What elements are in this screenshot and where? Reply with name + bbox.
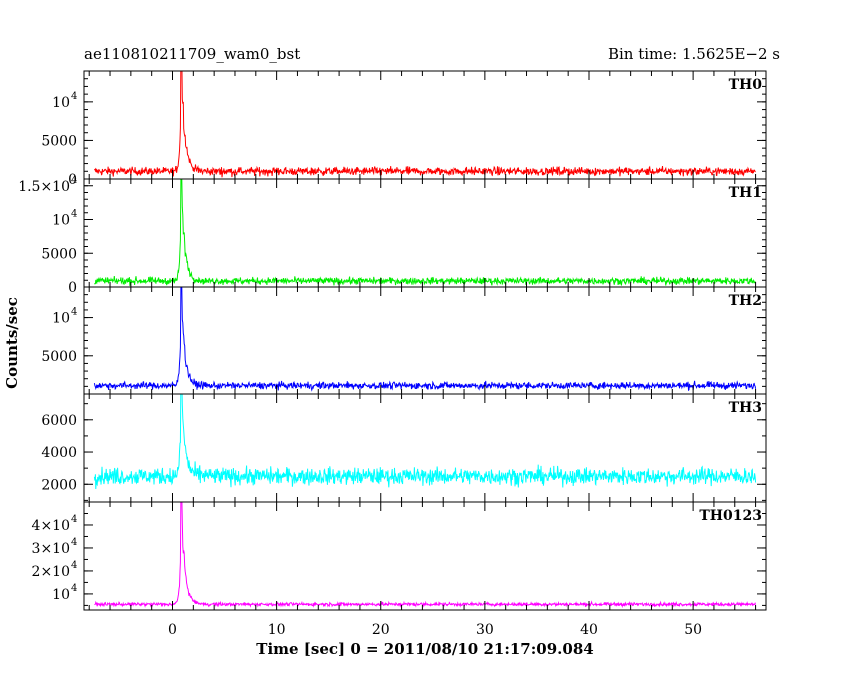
y-tick-exponent: 4: [71, 91, 77, 102]
y-tick-label: 10: [52, 95, 70, 111]
y-tick-exponent: 4: [71, 175, 77, 186]
panel-label: TH1: [729, 185, 762, 201]
panel-frame: [83, 501, 767, 611]
chart-title: ae110810211709_wam0_bst: [84, 45, 300, 63]
y-tick-label: 1.5×10: [18, 179, 70, 195]
x-tick-label: 30: [476, 622, 494, 638]
y-tick-label: 10: [52, 311, 70, 327]
x-tick-label: 0: [168, 622, 177, 638]
x-tick-label: 10: [268, 622, 286, 638]
y-tick-exponent: 4: [71, 560, 77, 571]
y-tick-exponent: 4: [71, 307, 77, 318]
panel-frame: [83, 286, 767, 395]
y-tick-label: 4000: [41, 445, 77, 461]
series-line-th1: [94, 179, 756, 287]
y-tick-label: 5000: [41, 349, 77, 365]
y-tick-label: 2000: [41, 477, 77, 493]
panel-th3: 2000 4000 6000 TH3: [41, 393, 767, 503]
bin-time-label: Bin time: 1.5625E−2 s: [608, 45, 780, 63]
y-tick-label: 3×10: [32, 541, 70, 557]
x-tick-label: 20: [372, 622, 390, 638]
y-axis-label: Counts/sec: [3, 297, 21, 389]
y-tick-exponent: 4: [71, 537, 77, 548]
x-tick-label: 50: [684, 622, 702, 638]
panel-label: TH2: [729, 293, 762, 309]
panel-frame: [83, 178, 767, 288]
x-axis-label: Time [sec] 0 = 2011/08/10 21:17:09.084: [256, 640, 593, 658]
y-tick-label: 6000: [41, 413, 77, 429]
panel-th2: 5000 10 4 TH2: [41, 286, 767, 395]
panel-label: TH0123: [699, 508, 762, 524]
panel-frame: [83, 393, 767, 503]
panel-th0123: 10 42×10 43×10 44×10 4 TH0123: [32, 501, 767, 611]
y-tick-exponent: 4: [71, 209, 77, 220]
y-tick-label: 10: [52, 213, 70, 229]
y-tick-label: 4×10: [32, 518, 70, 534]
y-tick-exponent: 4: [71, 583, 77, 594]
y-tick-label: 5000: [41, 246, 77, 262]
y-tick-label: 0: [68, 172, 77, 188]
y-tick-label: 10: [52, 587, 70, 603]
y-tick-label: 2×10: [32, 564, 70, 580]
series-line-th2: [93, 287, 757, 392]
panel-label: TH0: [729, 77, 763, 93]
x-tick-labels: 0 10 20 30 40 50: [168, 622, 702, 638]
panel-frame: [83, 70, 767, 180]
y-tick-exponent: 4: [71, 514, 77, 525]
y-tick-label: 5000: [41, 133, 77, 149]
panel-label: TH3: [729, 400, 762, 416]
series-line-th3: [93, 394, 757, 490]
x-tick-label: 40: [580, 622, 598, 638]
series-line-th0: [93, 71, 756, 178]
y-tick-label: 0: [68, 280, 77, 296]
series-line-th0123: [94, 502, 757, 609]
